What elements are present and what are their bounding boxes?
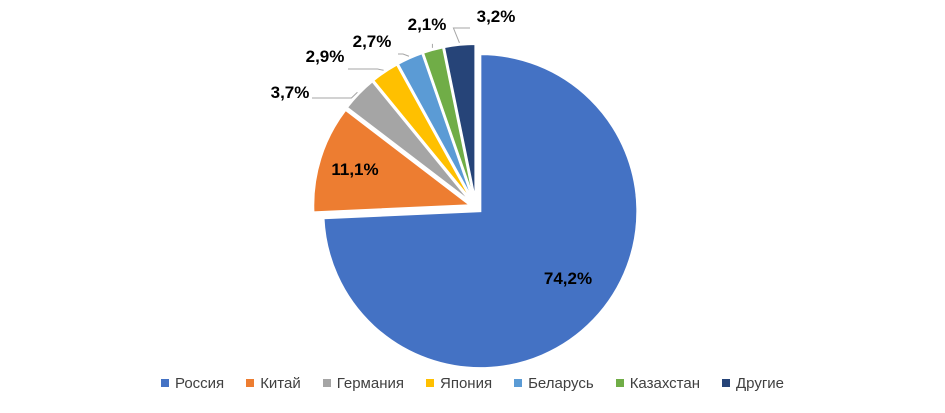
legend-label: Япония — [439, 374, 493, 392]
legend-swatch — [425, 379, 434, 387]
legend-item-5: Беларусь — [514, 375, 594, 392]
legend-item-4: Япония — [425, 374, 493, 392]
legend-swatch — [721, 379, 730, 387]
data-label-3: 3,7% — [271, 83, 310, 102]
pie-slice-2 — [312, 108, 474, 214]
data-label-1: 74,2% — [544, 269, 592, 288]
pie-slice-1 — [322, 53, 639, 370]
legend-label: Другие — [735, 374, 785, 392]
pie-slice-6 — [421, 46, 476, 202]
legend-swatch — [160, 379, 169, 387]
legend-label: Китай — [260, 374, 301, 392]
legend-label: Россия — [174, 374, 225, 392]
legend-item-3: Германия — [322, 374, 404, 392]
leader-lines — [312, 27, 470, 99]
data-label-4: 2,9% — [306, 47, 345, 66]
pie-slice-3 — [345, 79, 473, 204]
data-labels: 74,2% 11,1% 3,7% 2,9% 2,7% 2,1% 3,2% — [271, 7, 592, 288]
data-label-6: 2,1% — [408, 15, 447, 34]
legend-label: Беларусь — [528, 374, 594, 392]
leader-line-7 — [452, 27, 470, 44]
leader-line-4 — [348, 68, 384, 71]
pie-slice-4 — [371, 63, 474, 203]
legend-item-7: Другие — [721, 374, 785, 392]
legend-item-1: Россия — [160, 374, 225, 392]
legend-item-6: Казахстан — [615, 374, 700, 392]
leader-line-3 — [312, 91, 358, 99]
legend-label: Германия — [336, 374, 404, 392]
legend-item-2: Китай — [246, 375, 301, 392]
data-label-7: 3,2% — [477, 7, 516, 26]
legend-swatch — [246, 379, 255, 387]
pie-slices — [312, 43, 639, 370]
pie-slice-7 — [442, 43, 477, 202]
data-label-5: 2,7% — [353, 32, 392, 51]
legend-swatch — [615, 379, 624, 387]
legend-label: Казахстан — [629, 374, 700, 392]
legend-swatch — [322, 379, 331, 387]
legend: Россия Китай Германия Япония Беларусь Казахст… — [0, 372, 945, 394]
data-label-2: 11,1% — [331, 160, 378, 179]
legend-swatch — [514, 379, 523, 387]
leader-line-5 — [398, 53, 410, 57]
